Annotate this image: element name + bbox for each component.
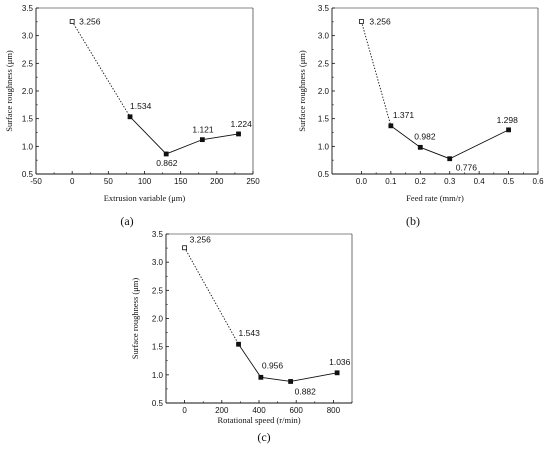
- data-label: 1.534: [130, 101, 152, 111]
- y-tick-label: 3.0: [22, 32, 34, 41]
- x-tick-label: 200: [215, 406, 229, 415]
- data-label: 0.956: [262, 360, 284, 370]
- y-tick-label: 1.5: [152, 343, 164, 352]
- x-tick-label: 250: [246, 177, 260, 186]
- panel-label: (c): [257, 430, 270, 444]
- panel-label: (a): [120, 214, 133, 228]
- x-tick-label: 0.0: [356, 177, 368, 186]
- series-line: [129, 116, 239, 155]
- data-label: 0.862: [156, 158, 178, 168]
- y-tick-label: 0.5: [152, 399, 164, 408]
- y-tick-label: 3.5: [152, 230, 164, 239]
- y-tick-label: 2.0: [22, 87, 34, 96]
- baseline-connector: [184, 247, 239, 345]
- data-point-marker: [258, 374, 264, 380]
- chart-panel-1: 0.5 1.0 1.5 2.0 2.5 3.0 3.5 -50 0 50 100 150 200 250 E…: [4, 4, 260, 228]
- y-tick-label: 2.0: [152, 315, 164, 324]
- data-point-marker: [199, 137, 205, 143]
- chart-panel-2: 0.5 1.0 1.5 2.0 2.5 3.0 3.5 0.0 0.1 0.2 0.3 0.4 0.5 0…: [297, 4, 544, 228]
- x-tick-label: 100: [138, 177, 152, 186]
- data-label: 1.036: [329, 357, 351, 367]
- baseline-point-marker: [359, 19, 364, 24]
- data-label: 1.543: [239, 328, 261, 338]
- y-tick-label: 1.5: [318, 115, 330, 124]
- series-line: [390, 125, 509, 160]
- baseline-point-marker: [69, 19, 75, 24]
- x-axis-title: Rotational speed (r/min): [217, 415, 300, 425]
- data-label: 1.121: [192, 125, 214, 135]
- data-label: 3.256: [369, 17, 391, 27]
- y-tick-label: 0.5: [22, 170, 34, 179]
- x-tick-label: 800: [327, 406, 341, 415]
- data-label: 0.982: [414, 131, 436, 141]
- y-tick-label: 3.0: [318, 32, 330, 41]
- y-tick-label: 1.0: [152, 371, 164, 380]
- x-axis-title: Extrusion variable (μm): [104, 193, 186, 203]
- series-line: [238, 343, 338, 382]
- y-tick-label: 2.5: [22, 59, 34, 68]
- x-tick-label: 0.6: [532, 177, 544, 186]
- y-tick-label: 3.0: [152, 258, 164, 267]
- data-point-marker: [506, 127, 511, 133]
- y-tick-label: 3.5: [22, 4, 34, 13]
- data-point-marker: [163, 151, 169, 157]
- data-label: 0.776: [456, 163, 478, 173]
- data-label: 3.256: [190, 235, 212, 245]
- y-tick-label: 1.0: [22, 142, 34, 151]
- data-point-marker: [334, 370, 340, 376]
- data-point-marker: [388, 123, 394, 129]
- x-tick-label: 0: [70, 177, 75, 186]
- x-tick-label: 0.1: [385, 177, 397, 186]
- y-tick-label: 0.5: [318, 170, 330, 179]
- x-tick-label: 0.4: [474, 177, 486, 186]
- data-label: 1.298: [497, 115, 519, 125]
- data-point-marker: [127, 114, 133, 120]
- x-tick-label: 0.2: [415, 177, 427, 186]
- y-axis-title: Surface roughness (μm): [297, 50, 307, 132]
- data-label: 1.224: [231, 119, 253, 129]
- data-label: 1.371: [393, 110, 415, 120]
- data-point-marker: [417, 144, 423, 150]
- y-tick-label: 2.0: [318, 87, 330, 96]
- data-point-marker: [447, 156, 453, 162]
- data-point-marker: [236, 341, 241, 347]
- y-tick-label: 1.5: [22, 115, 34, 124]
- chart-panel-3: 0.5 1.0 1.5 2.0 2.5 3.0 3.5 0 200 400 600 800 Rotati…: [130, 230, 353, 444]
- x-tick-label: 0: [182, 406, 187, 415]
- y-axis-title: Surface roughness (μm): [130, 278, 140, 360]
- y-tick-label: 2.5: [152, 286, 164, 295]
- data-label: 3.256: [79, 17, 101, 27]
- y-axis-title: Surface roughness (μm): [4, 50, 14, 132]
- x-tick-label: 200: [210, 177, 224, 186]
- baseline-connector: [360, 21, 392, 126]
- panel-label: (b): [406, 214, 420, 228]
- y-tick-label: 1.0: [318, 142, 330, 151]
- data-label: 0.882: [295, 386, 317, 396]
- x-tick-label: 150: [174, 177, 188, 186]
- x-tick-label: 50: [104, 177, 113, 186]
- x-tick-label: 0.3: [444, 177, 456, 186]
- y-tick-label: 2.5: [318, 59, 330, 68]
- x-tick-label: 400: [252, 406, 266, 415]
- baseline-connector: [71, 21, 131, 118]
- x-tick-label: -50: [30, 177, 42, 186]
- x-tick-label: 600: [290, 406, 304, 415]
- y-tick-label: 3.5: [318, 4, 330, 13]
- data-point-marker: [236, 131, 241, 137]
- data-point-marker: [288, 379, 294, 384]
- x-tick-label: 0.5: [503, 177, 515, 186]
- x-axis-title: Feed rate (mm/r): [406, 193, 464, 203]
- baseline-point-marker: [182, 245, 188, 251]
